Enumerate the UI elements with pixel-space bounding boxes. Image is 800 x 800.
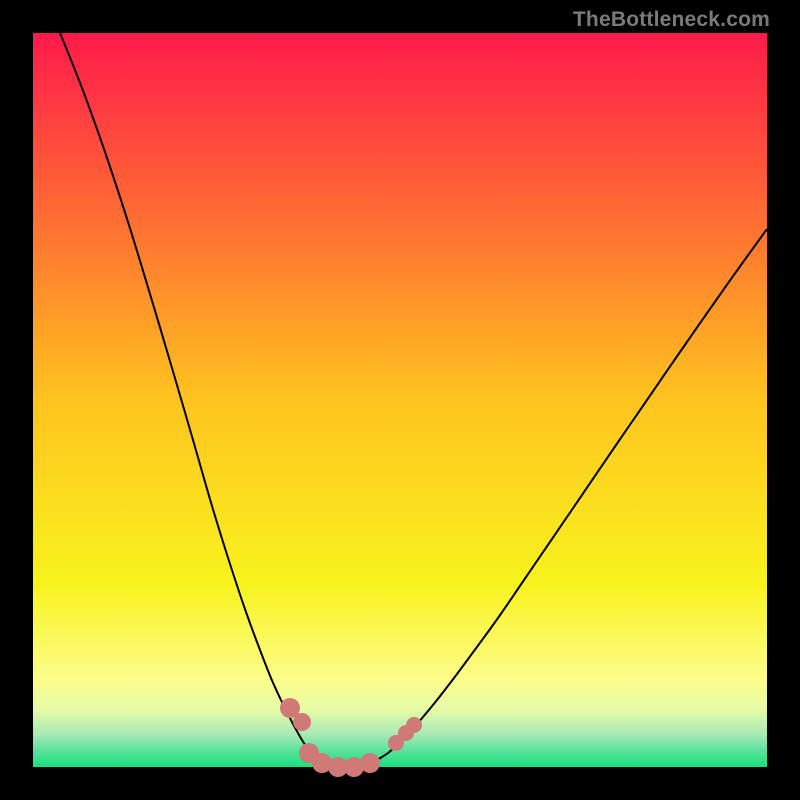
- curve-right: [346, 229, 767, 767]
- bottleneck-curve-chart: [0, 0, 800, 800]
- data-marker: [293, 713, 311, 731]
- curve-left: [60, 33, 346, 767]
- data-marker: [406, 717, 422, 733]
- data-marker: [360, 753, 380, 773]
